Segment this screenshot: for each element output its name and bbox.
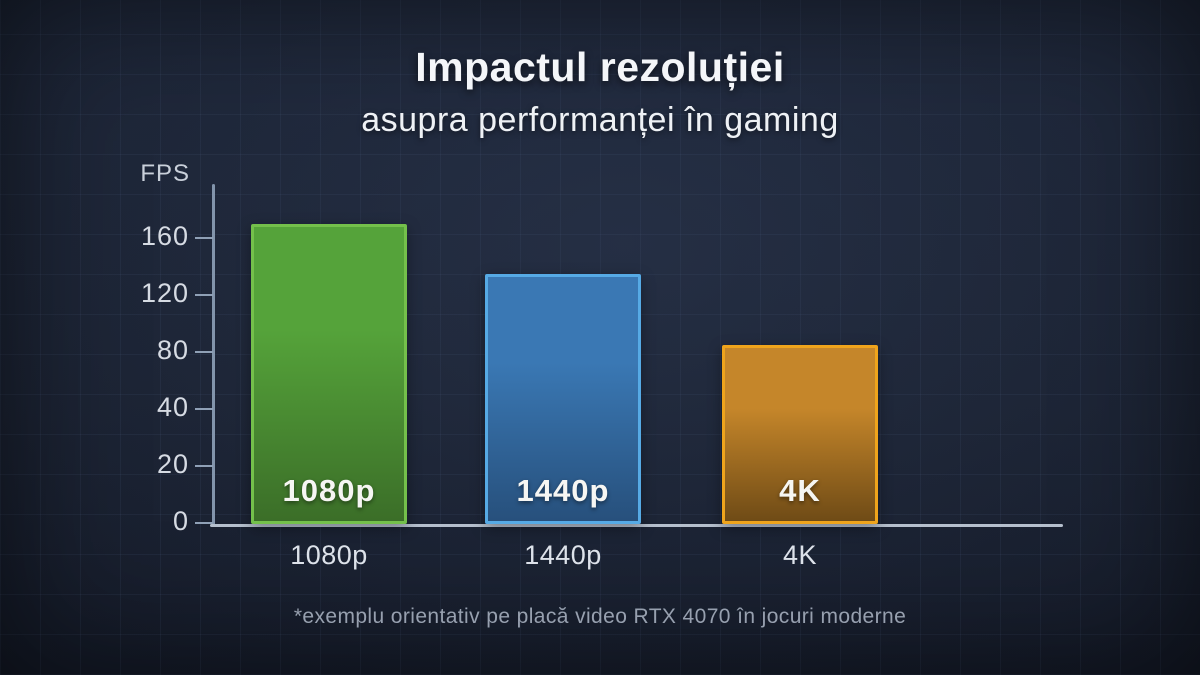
- y-tick-label: 20: [156, 449, 189, 479]
- x-axis-line: [210, 524, 1063, 527]
- y-tick-mark: [195, 408, 213, 410]
- footnote: *exemplu orientativ pe placă video RTX 4…: [293, 605, 907, 628]
- chart-subtitle: asupra performanței în gaming: [361, 101, 839, 139]
- x-tick-label-1440p: 1440p: [524, 540, 602, 570]
- y-axis-line: [212, 184, 215, 525]
- y-tick-mark: [195, 294, 213, 296]
- y-axis-unit-label: FPS: [140, 160, 190, 187]
- x-tick-label-1080p: 1080p: [290, 540, 368, 570]
- chart-title: Impactul rezoluției: [415, 44, 785, 90]
- y-tick-label: 120: [140, 278, 189, 308]
- x-tick-label-4k: 4K: [782, 540, 818, 570]
- y-tick-label: 160: [140, 221, 189, 251]
- y-tick-mark: [195, 237, 213, 239]
- y-tick-mark: [195, 522, 213, 524]
- y-tick-mark: [195, 465, 213, 467]
- bar-value-label: 1080p: [282, 473, 376, 508]
- bar-value-label: 4K: [779, 473, 821, 508]
- y-tick-label: 80: [156, 335, 189, 365]
- y-tick-label: 0: [172, 506, 189, 536]
- bar-1080p: 1080p: [251, 223, 407, 524]
- y-tick-label: 40: [156, 392, 189, 422]
- y-tick-mark: [195, 351, 213, 353]
- bar-4k: 4K: [722, 344, 878, 524]
- bar-1440p: 1440p: [485, 273, 641, 524]
- bar-value-label: 1440p: [516, 473, 610, 508]
